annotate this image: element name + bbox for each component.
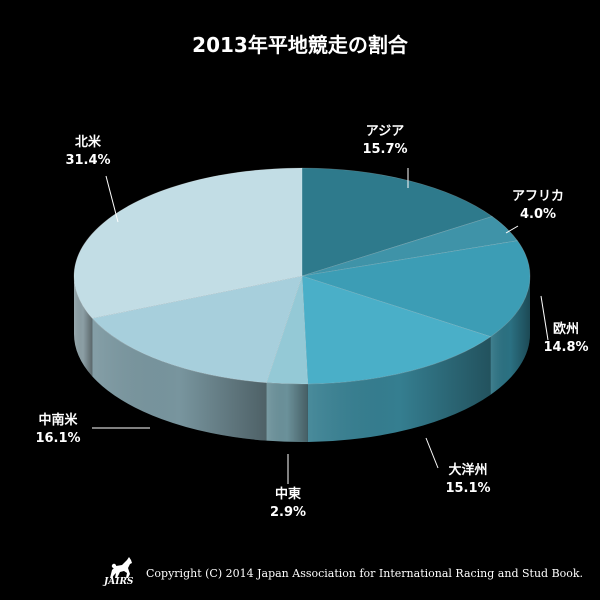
slice-5 <box>91 275 303 383</box>
slice-1 <box>301 216 519 277</box>
slice-value-1: 4.0% <box>520 207 556 222</box>
chart-title: 2013年平地競走の割合 <box>192 33 409 57</box>
slice-value-0: 15.7% <box>362 142 407 157</box>
slice-side-shade-5 <box>92 318 267 441</box>
leader-2 <box>540 295 549 341</box>
slice-2 <box>301 240 531 338</box>
horse-logo-icon <box>110 557 132 578</box>
slice-labels: アジア 15.7% アフリカ 4.0% 欧州 14.8% 大洋州 15.1% 中東 2.9% 中南米… <box>35 124 588 520</box>
logo-text: JAIRS <box>104 577 134 587</box>
slice-value-5: 16.1% <box>35 431 80 446</box>
leader-1 <box>505 225 519 234</box>
pie-slices <box>73 167 531 385</box>
slice-6 <box>73 167 303 319</box>
slice-label-1: アフリカ <box>512 189 564 204</box>
slice-label-3: 大洋州 <box>448 462 487 478</box>
slice-label-4: 中東 <box>275 486 301 502</box>
slice-value-6: 31.4% <box>65 153 110 168</box>
pie-sides <box>74 276 530 442</box>
leader-3 <box>425 437 439 469</box>
slice-3 <box>301 275 492 385</box>
copyright: Copyright (C) 2014 Japan Association for… <box>146 567 584 580</box>
slice-value-2: 14.8% <box>543 340 588 355</box>
label-leaders <box>92 168 549 484</box>
slice-side-shade-2 <box>490 276 530 395</box>
slice-0 <box>301 167 493 277</box>
slice-label-2: 欧州 <box>553 321 579 337</box>
slice-side-shade-3 <box>307 336 491 442</box>
slice-value-4: 2.9% <box>270 505 306 520</box>
slice-label-6: 北米 <box>75 134 102 150</box>
slice-label-5: 中南米 <box>38 412 78 428</box>
slice-side-shade-4 <box>266 382 308 442</box>
slice-label-0: アジア <box>366 124 404 139</box>
slice-value-3: 15.1% <box>445 481 490 496</box>
slice-side-shade-6 <box>74 276 93 377</box>
slice-4 <box>265 275 309 385</box>
leader-6 <box>105 175 119 223</box>
